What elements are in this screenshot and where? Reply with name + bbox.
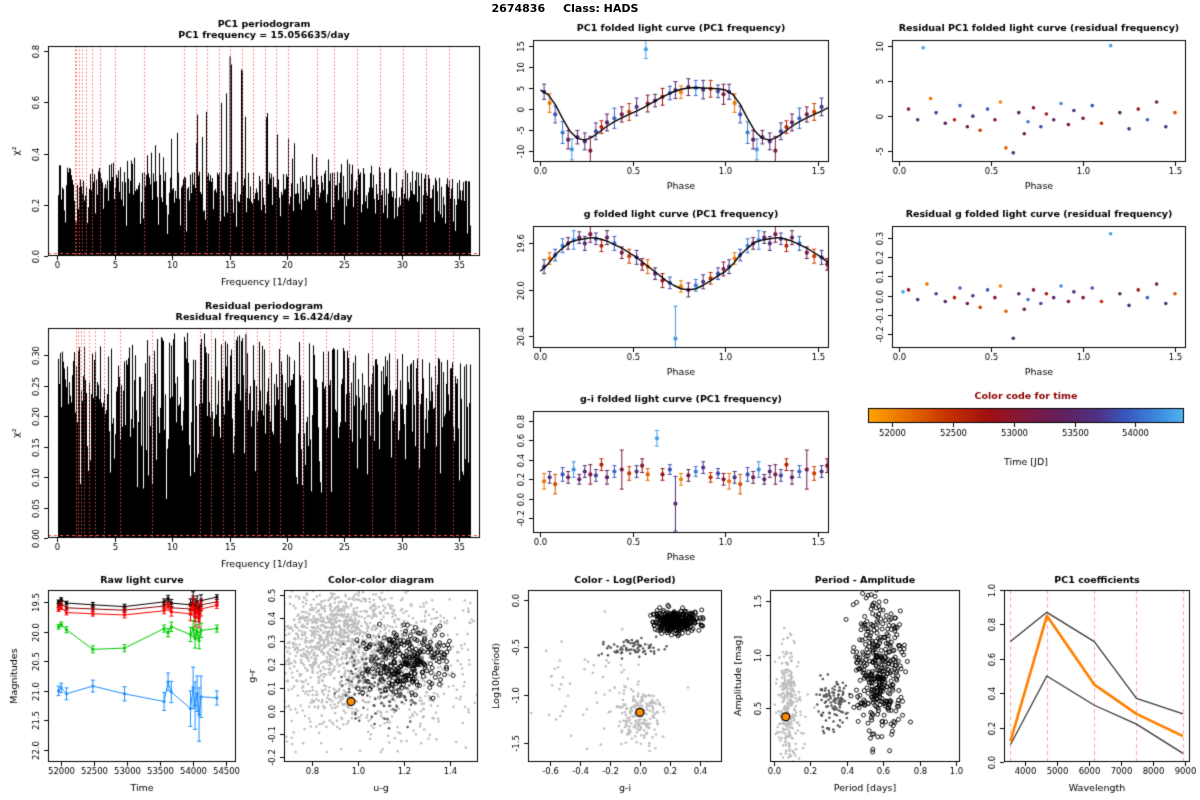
panel-residual-periodogram (8, 298, 490, 572)
panel-residual-pc1-folded (856, 20, 1196, 194)
chart-residual-pc1-folded (856, 20, 1196, 194)
class-label: Class: HADS (563, 2, 639, 15)
chart-gi-folded-light-curve (497, 391, 839, 565)
chart-pc1-periodogram (8, 16, 490, 290)
chart-color-logperiod (488, 572, 728, 796)
panel-pc1-coefficients (966, 572, 1196, 796)
panel-pc1-periodogram (8, 16, 490, 290)
chart-g-folded-light-curve (497, 206, 839, 380)
panel-raw-light-curve (6, 572, 242, 796)
chart-pc1-coefficients (966, 572, 1196, 796)
chart-residual-g-folded (856, 206, 1196, 380)
chart-raw-light-curve (6, 572, 242, 796)
panel-time-colorbar (856, 388, 1196, 473)
panel-color-logperiod (488, 572, 728, 796)
chart-pc1-folded-light-curve (497, 20, 839, 194)
page-header: 2674836 Class: HADS (350, 2, 780, 15)
chart-period-amplitude (730, 572, 966, 796)
panel-period-amplitude (730, 572, 966, 796)
panel-residual-g-folded (856, 206, 1196, 380)
chart-color-color-diagram (244, 572, 484, 796)
object-id: 2674836 (491, 2, 546, 15)
panel-g-folded (497, 206, 839, 380)
panel-pc1-folded (497, 20, 839, 194)
panel-color-color (244, 572, 484, 796)
time-colorbar-legend (856, 388, 1196, 473)
panel-gi-folded (497, 391, 839, 565)
chart-residual-periodogram (8, 298, 490, 572)
